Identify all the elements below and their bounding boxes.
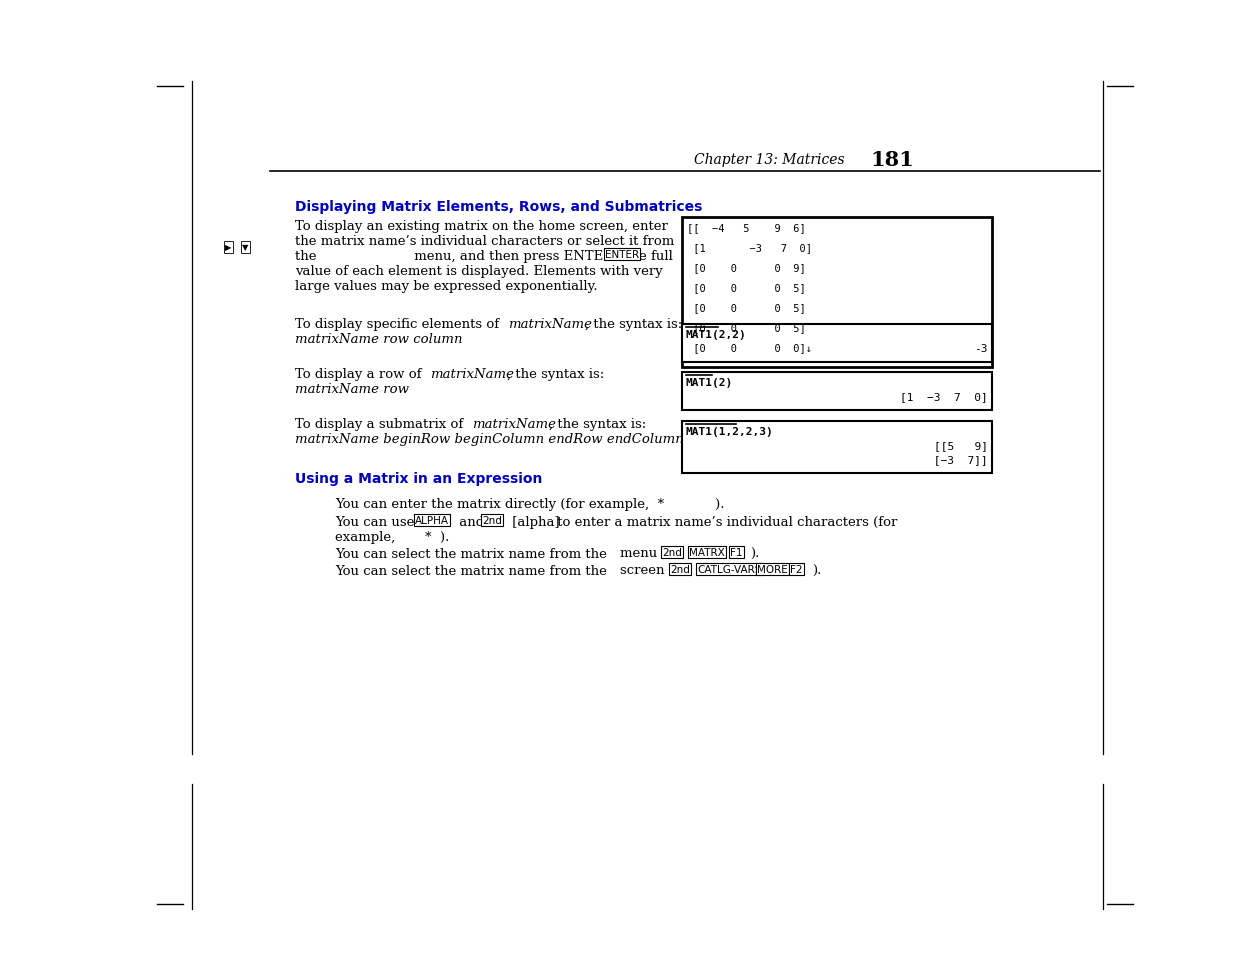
Text: ENTER: ENTER (605, 250, 640, 260)
Text: ALPHA: ALPHA (415, 516, 450, 525)
Text: , the syntax is:: , the syntax is: (508, 368, 604, 380)
Text: , the syntax is:: , the syntax is: (550, 417, 646, 431)
Text: matrixName row column: matrixName row column (295, 333, 462, 346)
Text: screen (: screen ( (620, 564, 674, 578)
Text: [1  −3  7  0]: [1 −3 7 0] (900, 392, 988, 401)
Text: matrixName row: matrixName row (295, 382, 409, 395)
Bar (682, 373, 992, 411)
Text: [[5   9]: [[5 9] (934, 440, 988, 451)
Text: Displaying Matrix Elements, Rows, and Submatrices: Displaying Matrix Elements, Rows, and Su… (295, 200, 703, 213)
Text: example,       *  ).: example, * ). (335, 531, 450, 543)
Bar (682, 325, 992, 363)
Text: You can enter the matrix directly (for example,  *            ).: You can enter the matrix directly (for e… (335, 497, 725, 511)
Text: -3: -3 (974, 344, 988, 354)
Text: and: and (454, 516, 489, 529)
Text: [[  −4   5    9  6]: [[ −4 5 9 6] (687, 223, 805, 233)
Text: matrixName: matrixName (430, 368, 514, 380)
Text: [0    0      0  5]: [0 0 0 5] (687, 303, 805, 313)
Text: ▶: ▶ (225, 243, 231, 253)
Text: the                       menu, and then press ENTER. The full: the menu, and then press ENTER. The full (295, 250, 673, 263)
Text: [alpha]: [alpha] (508, 516, 559, 529)
Text: large values may be expressed exponentially.: large values may be expressed exponentia… (295, 280, 598, 293)
Text: To display a submatrix of: To display a submatrix of (295, 417, 468, 431)
Text: CATLG-VARS: CATLG-VARS (697, 564, 761, 575)
Text: To display an existing matrix on the home screen, enter: To display an existing matrix on the hom… (295, 220, 668, 233)
Text: MAT1(2): MAT1(2) (685, 377, 734, 388)
Text: You can use: You can use (335, 516, 419, 529)
Text: Chapter 13: Matrices: Chapter 13: Matrices (694, 152, 845, 167)
Text: 2nd: 2nd (482, 516, 501, 525)
Text: [0    0      0  5]: [0 0 0 5] (687, 283, 805, 293)
Text: [0    0      0  9]: [0 0 0 9] (687, 263, 805, 273)
Text: 2nd: 2nd (671, 564, 690, 575)
Text: ).: ). (750, 547, 760, 560)
Bar (682, 421, 992, 474)
Text: MORE: MORE (757, 564, 788, 575)
Text: [−3  7]]: [−3 7]] (927, 455, 988, 464)
Text: You can select the matrix name from the: You can select the matrix name from the (335, 564, 606, 578)
Text: [0    0      0  0]↓: [0 0 0 0]↓ (687, 343, 811, 353)
Text: [1       −3   7  0]: [1 −3 7 0] (687, 243, 811, 253)
Text: MAT1(1,2,2,3): MAT1(1,2,2,3) (685, 427, 774, 436)
Text: To display a row of: To display a row of (295, 368, 426, 380)
Text: to enter a matrix name’s individual characters (for: to enter a matrix name’s individual char… (553, 516, 898, 529)
Text: value of each element is displayed. Elements with very: value of each element is displayed. Elem… (295, 265, 663, 277)
Text: matrixName: matrixName (472, 417, 556, 431)
Text: Using a Matrix in an Expression: Using a Matrix in an Expression (295, 472, 542, 485)
Text: ).: ). (811, 564, 821, 578)
Text: matrixName beginRow beginColumn endRow endColumn: matrixName beginRow beginColumn endRow e… (295, 433, 684, 446)
Text: matrixName: matrixName (508, 317, 592, 331)
Text: [0    0      0  5]: [0 0 0 5] (687, 323, 805, 333)
Text: 181: 181 (869, 150, 914, 170)
Text: F2: F2 (790, 564, 803, 575)
Bar (682, 218, 992, 368)
Text: F1: F1 (730, 547, 742, 558)
Text: the matrix name’s individual characters or select it from: the matrix name’s individual characters … (295, 234, 674, 248)
Text: MATRX: MATRX (689, 547, 725, 558)
Text: ▼: ▼ (242, 243, 248, 253)
Text: , the syntax is:: , the syntax is: (585, 317, 682, 331)
Text: MAT1(2,2): MAT1(2,2) (685, 330, 747, 339)
Text: You can select the matrix name from the: You can select the matrix name from the (335, 547, 606, 560)
Text: menu (: menu ( (620, 547, 667, 560)
Text: 2nd: 2nd (662, 547, 682, 558)
Text: To display specific elements of: To display specific elements of (295, 317, 504, 331)
